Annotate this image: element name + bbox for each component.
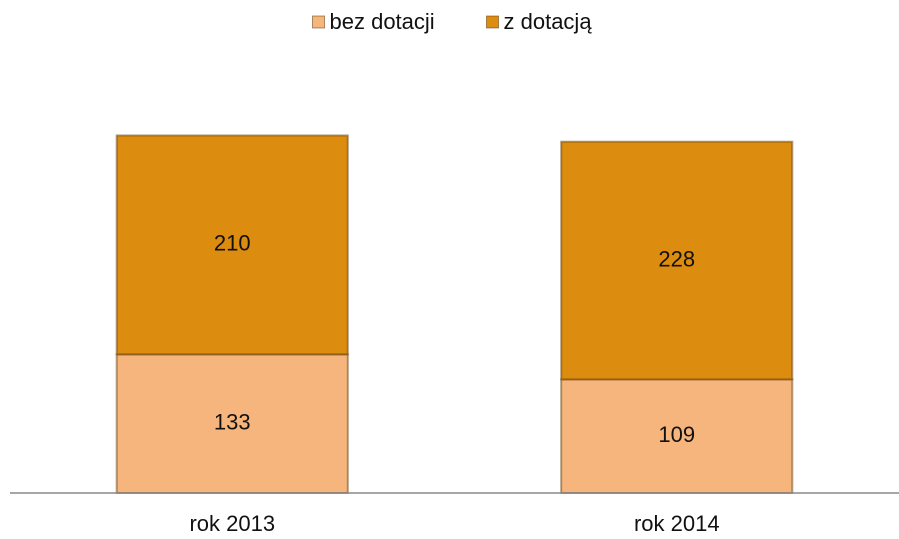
bar-segment: [115, 353, 349, 494]
x-tick-label: rok 2014: [634, 511, 720, 536]
x-tick-label: rok 2013: [189, 511, 275, 536]
data-label: 109: [658, 422, 695, 447]
data-label: 228: [658, 246, 695, 271]
legend-label: z dotacją: [504, 9, 593, 34]
legend-swatch: [486, 15, 499, 29]
legend-label: bez dotacji: [330, 9, 435, 34]
legend-swatch: [312, 15, 325, 29]
bar-segment: [115, 134, 349, 356]
data-label: 210: [214, 231, 251, 256]
data-label: 133: [214, 409, 251, 434]
bar-segment: [560, 140, 794, 381]
